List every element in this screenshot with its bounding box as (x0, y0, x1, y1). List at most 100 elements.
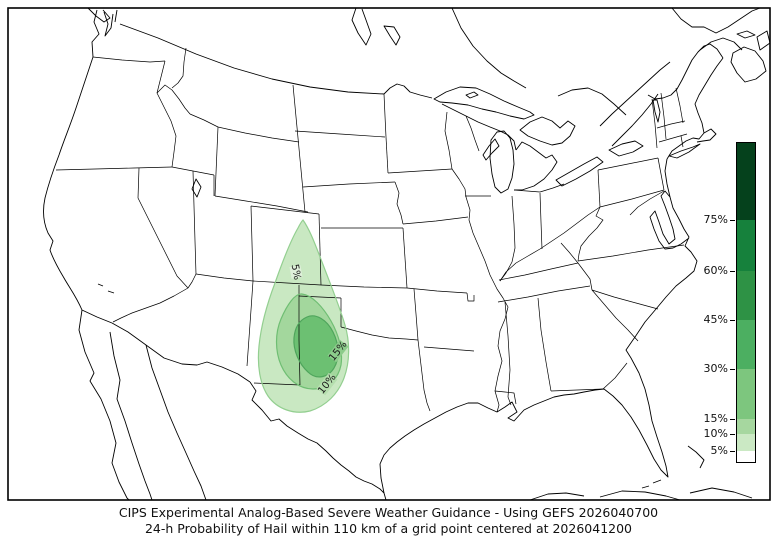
state-border-path (156, 60, 177, 168)
coastline-path (699, 37, 743, 51)
state-border-path (385, 136, 389, 174)
state-border-path (657, 157, 665, 191)
state-border-path (591, 289, 639, 342)
state-border-path (577, 262, 593, 291)
state-border-path (292, 84, 306, 213)
colorbar-tick (730, 271, 735, 272)
state-border-path (444, 111, 509, 413)
coastline-path (383, 25, 401, 46)
caption-line-1: CIPS Experimental Analog-Based Severe We… (118, 505, 659, 520)
colorbar-segment-15-30% (737, 369, 755, 420)
colorbar-segment-75-100% (737, 143, 755, 220)
colorbar-tick (730, 451, 735, 452)
colorbar-tick-label: 60% (703, 264, 728, 277)
coastline-path (557, 87, 627, 116)
coastline-path (433, 86, 535, 120)
coastline-path (529, 492, 585, 501)
colorbar-tick-label: 5% (710, 444, 728, 457)
coastline-path (43, 56, 94, 311)
state-border-path (602, 362, 628, 390)
state-border-path (192, 170, 197, 275)
state-border-path (298, 296, 301, 386)
state-border-path (550, 388, 604, 392)
state-border-path (402, 216, 469, 225)
coastline-path (482, 138, 500, 161)
colorbar-tick-label: 15% (703, 412, 728, 425)
state-border-path (675, 87, 684, 124)
coastline-path (652, 99, 661, 123)
probability-colorbar (736, 142, 756, 463)
state-border-path (597, 157, 659, 171)
coastline-path (756, 30, 771, 51)
state-border-path (539, 192, 543, 250)
state-border-path (156, 84, 191, 115)
coastline-path (91, 9, 100, 58)
colorbar-segment-45-60% (737, 271, 755, 320)
state-border-path (660, 92, 667, 140)
colorbar-tick-label: 10% (703, 427, 728, 440)
colorbar-tick (730, 369, 735, 370)
state-border-path (680, 135, 684, 148)
coastline-path (441, 103, 517, 151)
coastline-path (78, 309, 130, 501)
contour-fill-15% (293, 315, 339, 377)
caption-line-2: 24-h Probability of Hail within 110 km o… (144, 521, 633, 536)
state-border-path (423, 346, 475, 352)
state-border-path (577, 244, 685, 262)
coastline-path (730, 46, 767, 83)
state-border-path (651, 98, 658, 149)
state-border-path (387, 168, 453, 174)
coastline-path (81, 309, 251, 383)
coastline-path (249, 381, 387, 501)
state-border-path (560, 242, 579, 264)
state-border-path (591, 289, 659, 310)
coastline-path (351, 7, 372, 46)
contour-label-5pct: 5% (289, 263, 303, 281)
coastline-path (119, 23, 385, 95)
state-border-path (298, 295, 342, 299)
coastline-path (489, 130, 515, 194)
contour-outlines (257, 219, 350, 413)
coastline-path (611, 93, 659, 147)
state-border-path (246, 280, 254, 367)
state-border-path (499, 195, 516, 282)
state-border-path (599, 189, 665, 208)
label-gap-10 (316, 372, 338, 396)
state-border-path (320, 284, 408, 289)
state-border-path (406, 287, 468, 294)
state-border-path (92, 56, 166, 63)
coastline-path (599, 490, 681, 501)
coastline-path (465, 91, 479, 99)
hail-probability-contours (258, 220, 349, 413)
state-border-path (171, 47, 187, 89)
colorbar-tick (730, 220, 735, 221)
label-gap-5 (289, 265, 303, 279)
contour-line-10% (275, 293, 343, 390)
coastline-path (451, 7, 527, 89)
state-border-path (494, 390, 517, 405)
label-gap-15 (327, 339, 349, 363)
state-border-path (465, 115, 480, 152)
state-border-path (504, 301, 512, 406)
state-border-path (214, 126, 219, 197)
colorbar-tick-label: 45% (703, 313, 728, 326)
state-border-path (466, 292, 475, 302)
coastline-path (514, 141, 558, 191)
state-border-path (537, 297, 552, 392)
coastlines-and-state-borders (43, 7, 771, 501)
state-border-path (250, 205, 254, 282)
state-border-path (214, 195, 309, 213)
state-border-path (629, 190, 665, 216)
coastline-path (694, 57, 724, 134)
coastline-path (555, 156, 604, 187)
figure-caption: CIPS Experimental Analog-Based Severe We… (0, 505, 777, 537)
coastline-path (109, 331, 153, 501)
coastline-path (687, 445, 705, 469)
state-border-path (498, 262, 579, 281)
state-border-path (417, 339, 431, 412)
colorbar-tick (730, 419, 735, 420)
colorbar-tick-label: 30% (703, 362, 728, 375)
state-border-path (137, 167, 189, 289)
